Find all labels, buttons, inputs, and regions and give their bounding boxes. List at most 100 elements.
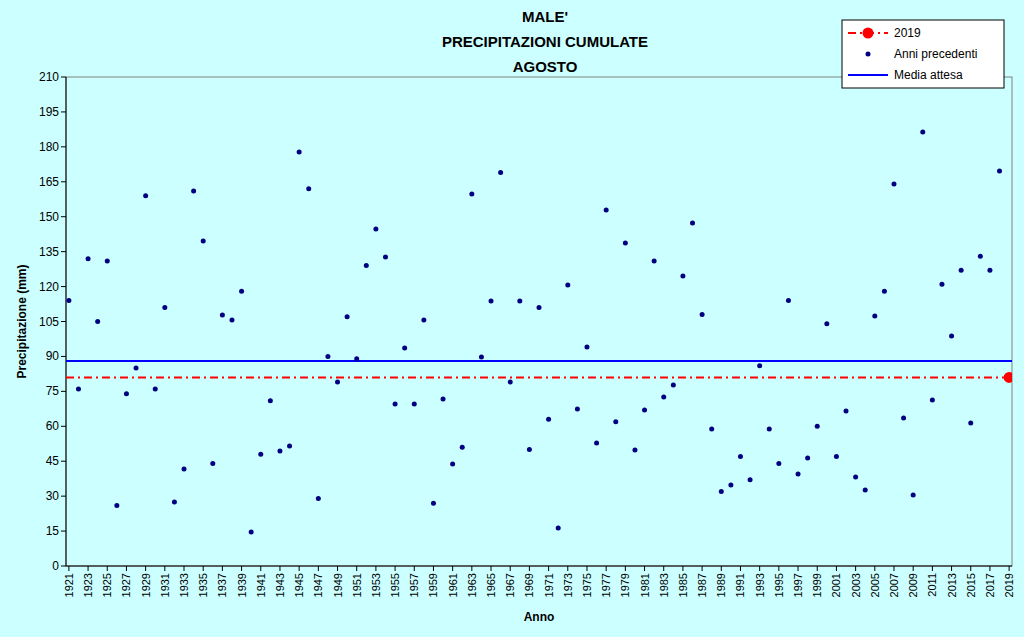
y-tick (61, 496, 66, 497)
point (767, 427, 772, 432)
x-tick-label: 1947 (312, 573, 324, 597)
point (786, 298, 791, 303)
x-tick-label: 2011 (926, 573, 938, 597)
legend-marker (863, 28, 874, 39)
point (229, 318, 234, 323)
y-axis (66, 77, 67, 566)
point (1004, 372, 1012, 383)
x-tick-label: 1949 (332, 573, 344, 597)
x-tick (164, 566, 165, 571)
point (815, 424, 820, 429)
point (469, 191, 474, 196)
title: AGOSTO (513, 58, 578, 75)
reference-line (66, 376, 1012, 378)
x-tick-label: 1981 (639, 573, 651, 597)
y-tick-label: 105 (39, 315, 59, 329)
point (987, 268, 992, 273)
x-tick (491, 566, 492, 571)
x-tick (989, 566, 990, 571)
x-tick-label: 1969 (523, 573, 535, 597)
point (728, 482, 733, 487)
x-tick-label: 1929 (140, 573, 152, 597)
x-tick (836, 566, 837, 571)
point (680, 274, 685, 279)
point (354, 356, 359, 361)
point (978, 254, 983, 259)
point (604, 207, 609, 212)
point (882, 289, 887, 294)
point (393, 401, 398, 406)
point (210, 461, 215, 466)
legend-box (842, 20, 1004, 88)
x-tick (625, 566, 626, 571)
point (182, 466, 187, 471)
x-tick (433, 566, 434, 571)
point (66, 298, 71, 303)
y-tick-label: 90 (46, 349, 60, 363)
point (431, 501, 436, 506)
x-tick-label: 1945 (293, 573, 305, 597)
point (373, 227, 378, 232)
y-tick (61, 251, 66, 252)
legend: 2019Anni precedentiMedia attesa (842, 20, 1004, 88)
point (479, 354, 484, 359)
point (613, 419, 618, 424)
x-tick-label: 1927 (120, 573, 132, 597)
point (412, 401, 417, 406)
point (114, 503, 119, 508)
x-tick (203, 566, 204, 571)
point (191, 189, 196, 194)
point (498, 170, 503, 175)
point (134, 366, 139, 371)
point (249, 530, 254, 535)
legend-line (848, 74, 888, 76)
point (527, 447, 532, 452)
y-tick (61, 146, 66, 147)
point (460, 445, 465, 450)
x-tick-label: 1983 (658, 573, 670, 597)
y-axis-label: Precipitazione (mm) (15, 264, 29, 378)
x-tick-label: 1999 (811, 573, 823, 597)
x-tick (222, 566, 223, 571)
x-tick (663, 566, 664, 571)
x-tick (606, 566, 607, 571)
x-tick (702, 566, 703, 571)
y-tick-label: 75 (46, 384, 60, 398)
point (258, 452, 263, 457)
x-tick (375, 566, 376, 571)
point (872, 313, 877, 318)
point (959, 268, 964, 273)
x-tick-label: 1965 (485, 573, 497, 597)
point (930, 397, 935, 402)
x-tick-label: 1935 (197, 573, 209, 597)
x-tick-label: 1957 (408, 573, 420, 597)
x-tick-label: 1989 (715, 573, 727, 597)
x-tick (395, 566, 396, 571)
x-tick (682, 566, 683, 571)
point (402, 346, 407, 351)
x-tick-label: 1943 (274, 573, 286, 597)
x-tick-label: 1953 (370, 573, 382, 597)
x-tick (855, 566, 856, 571)
x-tick-label: 1973 (562, 573, 574, 597)
point (277, 448, 282, 453)
x-tick-label: 1939 (236, 573, 248, 597)
point (796, 472, 801, 477)
x-tick-label: 1961 (447, 573, 459, 597)
x-tick (1009, 566, 1010, 571)
y-tick-label: 210 (39, 70, 59, 84)
point (162, 305, 167, 310)
point (661, 394, 666, 399)
x-tick-label: 2003 (850, 573, 862, 597)
point (575, 407, 580, 412)
y-tick-label: 180 (39, 140, 59, 154)
marks (66, 129, 1012, 534)
point (172, 499, 177, 504)
point (508, 380, 513, 385)
x-tick (184, 566, 185, 571)
point (383, 254, 388, 259)
y-tick (61, 566, 66, 567)
point (546, 417, 551, 422)
x-tick-label: 1959 (427, 573, 439, 597)
x-tick (68, 566, 69, 571)
